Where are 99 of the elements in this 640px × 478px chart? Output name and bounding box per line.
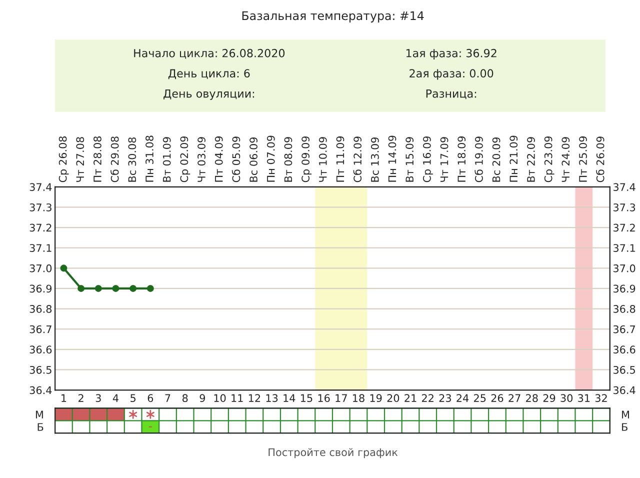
y2-tick-label: Б [622,423,628,431]
x-tick-label: Пт 11.09 [336,136,344,182]
x-tick-label: 17 [336,394,347,402]
x-tick-label: 23 [439,394,451,402]
x-tick-label: Вс 13.09 [370,137,379,182]
x-tick-label: 14 [284,394,296,402]
y-tick-label: 37.3 [30,203,52,212]
x-tick-label: 13 [266,394,278,402]
y-tick-label: 37.4 [30,183,52,192]
y2-tick-label: 37.3 [613,203,636,212]
y2-tick-label: 37.0 [613,264,636,272]
x-tick-label: 3 [96,394,101,402]
y-tick-label: 37.2 [30,224,52,232]
y-tick-label: 36.5 [30,366,52,374]
y-tick-label: 37.1 [30,244,52,252]
x-tick-label: 28 [526,394,538,402]
chart-title: Базальная температура: #14 [242,11,424,22]
y-tick-label: 36.4 [30,386,52,394]
y-tick-label: М [36,410,43,418]
x-tick-label: Пт 04.09 [214,136,223,182]
text: 1ая фаза: 36.92 [406,48,496,60]
x-tick-label: Ср 16.09 [422,136,433,182]
x-tick-label: 31 [578,394,590,402]
y2-tick-label: 37.1 [613,244,635,252]
x-tick-label: 7 [165,394,170,402]
x-tick-label: 25 [474,394,486,402]
x-tick-label: Ср 02.09 [180,136,190,182]
y2-tick-label: 36.5 [613,366,635,374]
y2-tick-label: 36.4 [613,386,636,394]
x-tick-label: 1 [62,394,66,402]
x-tick-label: 24 [456,394,469,402]
x-tick-label: Пт 25.09 [579,136,587,182]
x-tick-label: Чт 27.08 [76,137,84,182]
x-tick-label: Вс 06.09 [250,137,258,182]
y-tick-label: Б [38,423,44,431]
y2-tick-label: 37.2 [613,224,635,232]
x-tick-label: 8 [182,394,188,402]
x-tick-label: Пн 21.09 [510,136,518,182]
x-tick-label: 6 [148,394,154,402]
x-tick-label: 20 [387,394,400,402]
text: Начало цикла: 26.08.2020 [134,48,285,59]
x-tick-label: 32 [595,394,607,402]
x-tick-label: 15 [300,394,312,402]
x-tick-label: 29 [543,394,556,402]
x-tick-label: Сб 29.08 [110,136,119,182]
x-tick-label: Ср 26.08 [58,136,69,182]
x-tick-label: 22 [422,394,434,402]
x-tick-label: Сб 19.09 [474,136,483,182]
x-tick-label: Сб 05.09 [232,136,240,182]
text: День овуляции: [164,89,254,100]
text: 2ая фаза: 0.00 [410,69,494,80]
x-tick-label: 4 [112,394,118,402]
x-tick-label: Чт 10.09 [318,137,327,182]
x-tick-label: Пт 28.08 [94,136,102,182]
text: День цикла: 6 [168,69,250,80]
y-tick-label: 37.0 [30,264,52,272]
x-tick-label: 27 [508,394,520,402]
x-tick-label: 26 [491,394,504,402]
x-tick-label: Пн 31.08 [146,136,154,182]
x-tick-label: 9 [200,394,206,402]
x-tick-label: Чт 17.09 [440,137,448,182]
y-tick-label: 36.9 [30,284,52,293]
x-tick-label: Вт 01.09 [162,137,171,182]
x-tick-label: Пн 07.09 [266,136,275,182]
y-tick-label: 36.8 [30,305,52,313]
x-tick-label: Чт 24.09 [562,137,570,182]
x-tick-label: 18 [353,394,364,402]
x-tick-label: Ср 23.09 [544,136,554,182]
x-tick-label: 30 [560,394,573,402]
x-tick-label: Вс 30.08 [128,137,136,182]
data-label: - [148,426,152,428]
x-tick-label: Вт 08.09 [284,137,292,182]
x-tick-label: 19 [370,394,382,402]
x-tick-label: 21 [404,394,416,402]
x-tick-label: 11 [232,394,243,402]
x-tick-label: Вт 22.09 [527,137,535,182]
x-tick-label: Чт 03.09 [198,137,206,182]
x-tick-label: Пт 18.09 [458,136,466,182]
x-tick-label: 12 [248,394,260,402]
x-tick-label: Вт 15.09 [406,137,414,182]
y2-tick-label: 37.4 [613,183,636,192]
y2-tick-label: М [622,410,629,418]
x-tick-label: 10 [214,394,226,402]
x-tick-label: Пн 14.09 [388,136,396,182]
text: Постройте свой график [268,448,398,458]
x-tick-label: 16 [318,394,330,402]
text: Разница: [426,89,476,100]
x-tick-label: Вс 20.09 [492,137,500,182]
x-tick-label: 5 [130,394,136,402]
x-tick-label: Сб 26.09 [596,136,604,182]
x-tick-label: Ср 09.09 [302,136,312,182]
y2-tick-label: 36.9 [613,284,636,293]
y2-tick-label: 36.6 [613,346,636,354]
x-tick-label: 2 [78,394,84,402]
y2-tick-label: 36.7 [613,325,635,334]
y-tick-label: 36.6 [30,346,52,354]
x-tick-label: Сб 12.09 [353,136,362,182]
y-tick-label: 36.7 [30,325,52,334]
y2-tick-label: 36.8 [613,305,636,313]
